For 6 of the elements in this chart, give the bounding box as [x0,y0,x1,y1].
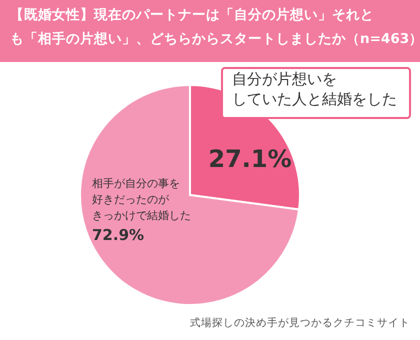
chart-title: 【既婚女性】現在のパートナーは「自分の片想い」それとも「相手の片想い」、どちらからスタートしましたか（n=463） [10,7,420,47]
data-label: 27.1% [208,145,292,173]
slice-label: 自分が片想いをしていた人と結婚をした [232,70,397,108]
slice-label: 相手が自分の事を好きだったのがきっかけで結婚した [92,177,191,222]
text: 式場探しの決め手が見つかるクチコミサイト [190,316,410,329]
data-label: 72.9% [92,226,144,244]
